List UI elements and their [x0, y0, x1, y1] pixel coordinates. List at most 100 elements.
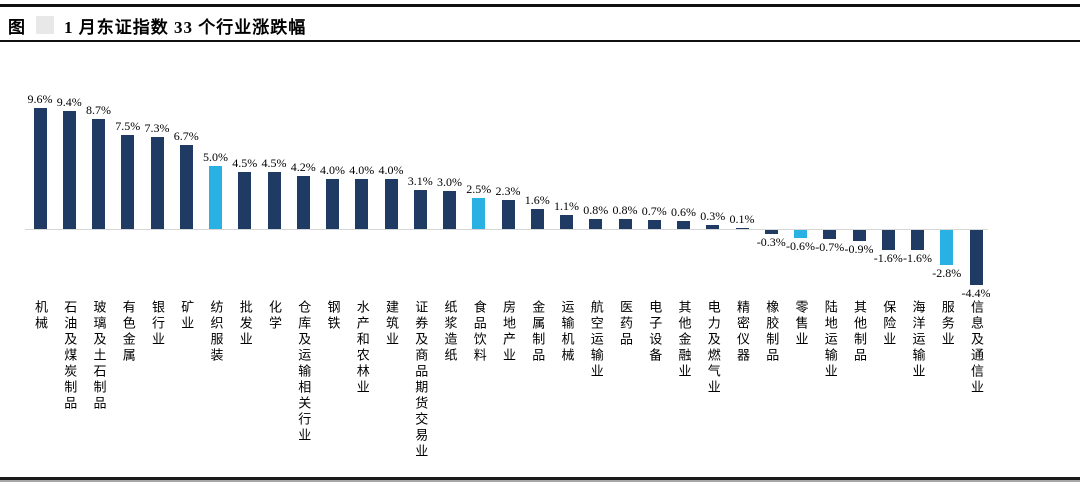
bottom-rule — [0, 477, 1080, 480]
category-label: 保险业 — [881, 300, 897, 348]
bar — [911, 230, 924, 251]
bar-value-label: -0.6% — [786, 238, 815, 253]
bar-value-label: 4.2% — [290, 160, 316, 175]
category-label: 证券及商品期货交易业 — [413, 300, 429, 460]
category-label: 建筑业 — [384, 300, 399, 348]
category-label: 运输机械 — [559, 300, 575, 364]
top-rule — [0, 4, 1080, 7]
bar — [618, 218, 632, 229]
bar — [413, 189, 427, 229]
category-label: 橡胶制品 — [764, 300, 780, 364]
category-label: 陆地运输业 — [822, 300, 838, 380]
bar-value-label: 4.0% — [378, 162, 404, 177]
bar-value-label: -1.6% — [903, 251, 932, 266]
category-label: 银行业 — [150, 300, 165, 348]
bar-value-label: 0.7% — [641, 204, 667, 219]
bar-value-label: -0.7% — [815, 239, 845, 254]
bar — [150, 137, 164, 229]
bar — [677, 221, 690, 229]
category-label: 水产和农林业 — [354, 300, 370, 396]
category-label: 批发业 — [237, 300, 253, 348]
category-label: 服务业 — [939, 300, 955, 348]
bottom-rule-shadow — [0, 480, 1080, 482]
bar — [355, 178, 369, 229]
category-label: 金属制品 — [530, 300, 546, 364]
category-label: 其他金融业 — [676, 300, 692, 380]
category-label: 石油及煤炭制品 — [62, 300, 78, 412]
category-label: 矿业 — [179, 300, 195, 332]
bar — [881, 230, 895, 251]
bar — [560, 215, 573, 229]
category-label: 其他制品 — [852, 300, 867, 364]
category-label: 机械 — [33, 300, 48, 332]
bar-value-label: -4.4% — [961, 286, 991, 301]
category-label: 纸浆造纸 — [442, 300, 458, 364]
bar-value-label: 7.3% — [144, 121, 170, 136]
bar-value-label: 0.6% — [671, 205, 696, 220]
bar — [121, 134, 135, 229]
bar — [852, 230, 866, 242]
category-label: 有色金属 — [120, 300, 136, 364]
category-label: 纺织服装 — [208, 300, 224, 364]
bar — [794, 230, 807, 238]
bar-value-label: 4.5% — [261, 156, 287, 171]
bar — [179, 144, 193, 229]
bar — [823, 230, 837, 239]
bar-value-label: 0.1% — [729, 211, 755, 226]
category-label: 海洋运输业 — [910, 300, 926, 380]
bar — [326, 178, 339, 229]
bar — [735, 227, 749, 229]
figure-label: 图 — [8, 17, 26, 37]
bar — [501, 200, 515, 229]
bar-value-label: 9.6% — [27, 92, 53, 107]
bar-value-label: 8.7% — [86, 103, 111, 118]
zero-axis-line — [25, 229, 988, 230]
category-label: 化学 — [267, 300, 282, 332]
category-label: 仓库及运输相关行业 — [296, 300, 312, 444]
category-label: 房地产业 — [501, 300, 516, 364]
bar — [443, 191, 456, 229]
bar — [647, 220, 661, 229]
bar — [296, 176, 310, 229]
category-label: 零售业 — [793, 300, 809, 348]
bar-value-label: 1.6% — [524, 192, 550, 207]
bar-value-label: 1.1% — [554, 199, 579, 214]
bar-value-label: 6.7% — [173, 128, 199, 143]
category-label: 精密仪器 — [735, 300, 750, 364]
bar-value-label: -2.8% — [932, 266, 962, 281]
category-label: 电子设备 — [647, 300, 663, 364]
bar — [62, 110, 76, 229]
bar — [764, 230, 778, 234]
category-label: 玻璃及土石制品 — [91, 300, 107, 412]
bar-value-label: 4.0% — [320, 162, 345, 177]
category-label: 航空运输业 — [588, 300, 604, 380]
bar-value-label: 3.1% — [407, 173, 433, 188]
bar — [589, 218, 603, 229]
bar — [384, 178, 398, 229]
bar-value-label: 9.4% — [56, 94, 82, 109]
bar — [238, 172, 252, 229]
category-label: 信息及通信业 — [969, 300, 984, 396]
bar-value-label: 4.5% — [232, 156, 258, 171]
bar — [33, 108, 47, 229]
bar-value-label: -0.3% — [756, 234, 786, 249]
bar — [969, 230, 983, 286]
bar — [940, 230, 954, 266]
bar — [706, 225, 720, 229]
bar-value-label: 5.0% — [203, 150, 228, 164]
bar-value-label: -1.6% — [873, 251, 903, 266]
bar — [267, 172, 281, 229]
bar-value-label: -0.9% — [844, 242, 874, 257]
category-label: 食品饮料 — [471, 300, 487, 364]
figure-number-placeholder — [36, 16, 54, 34]
bar-value-label: 3.0% — [437, 175, 462, 190]
bar-value-label: 0.8% — [583, 202, 609, 217]
bar — [92, 119, 105, 229]
bar-value-label: 4.0% — [349, 162, 375, 177]
bar-value-label: 7.5% — [115, 118, 141, 133]
bar-value-label: 0.8% — [612, 202, 638, 217]
category-label: 电力及燃气业 — [705, 300, 721, 396]
figure-title-row: 图 1 月东证指数 33 个行业涨跌幅 — [8, 12, 306, 38]
